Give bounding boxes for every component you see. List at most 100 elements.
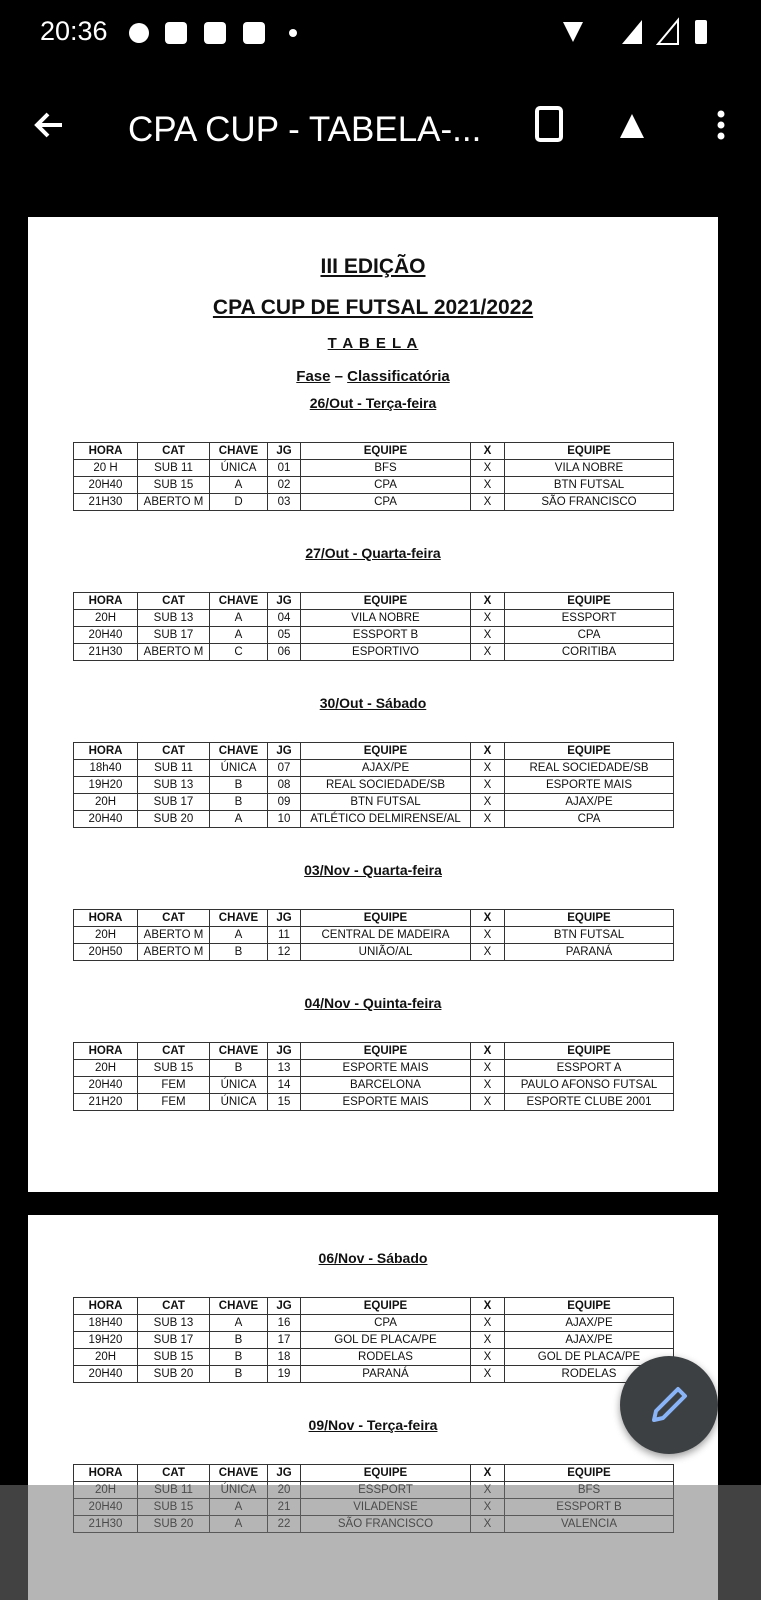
header-cell: EQUIPE bbox=[504, 442, 674, 460]
header-row: HORA CAT CHAVE JG EQUIPE X EQUIPE bbox=[73, 1042, 674, 1060]
match-row: 20 H SUB 11 ÚNICA 01 BFS X VILA NOBRE bbox=[73, 459, 674, 477]
header-row: HORA CAT CHAVE JG EQUIPE X EQUIPE bbox=[73, 742, 674, 760]
match-table: HORA CAT CHAVE JG EQUIPE X EQUIPE 20H SUB 15 B 13 E… bbox=[73, 1042, 674, 1111]
header-cell: JG bbox=[267, 909, 301, 927]
edition: III EDIÇÃO bbox=[320, 255, 426, 278]
cell: D bbox=[209, 493, 268, 511]
cell: AJAX/PE bbox=[504, 1331, 674, 1349]
cell: ESPORTE MAIS bbox=[504, 776, 674, 794]
cell: ESSPORT bbox=[504, 609, 674, 627]
cell: 12 bbox=[267, 943, 301, 961]
cell: 20H bbox=[73, 1348, 138, 1366]
cell: A bbox=[209, 476, 268, 494]
cell: AJAX/PE bbox=[300, 759, 471, 777]
header-cell: HORA bbox=[73, 592, 138, 610]
cell: X bbox=[470, 609, 505, 627]
doc-title: CPA CUP DE FUTSAL 2021/2022 bbox=[212, 296, 534, 319]
header-cell: HORA bbox=[73, 1297, 138, 1315]
cell: 19H20 bbox=[73, 1331, 138, 1349]
cell: X bbox=[470, 793, 505, 811]
menu-button[interactable] bbox=[717, 110, 725, 118]
cell: SUB 13 bbox=[137, 776, 210, 794]
cell: X bbox=[470, 926, 505, 944]
header-cell: CAT bbox=[137, 442, 210, 460]
cell: SUB 17 bbox=[137, 626, 210, 644]
header-cell: CHAVE bbox=[209, 1297, 268, 1315]
cell: 20H bbox=[73, 1059, 138, 1077]
header-cell: HORA bbox=[73, 1464, 138, 1482]
cell: CPA bbox=[504, 626, 674, 644]
pdf-page: III EDIÇÃO CPA CUP DE FUTSAL 2021/2022 T… bbox=[28, 217, 718, 1192]
header-cell: HORA bbox=[73, 909, 138, 927]
cell: 07 bbox=[267, 759, 301, 777]
cell: VILA NOBRE bbox=[300, 609, 471, 627]
cell: 06 bbox=[267, 643, 301, 661]
cell: 20H40 bbox=[73, 476, 138, 494]
cell: X bbox=[470, 626, 505, 644]
nav-bar bbox=[0, 1485, 761, 1600]
cell: BTN FUTSAL bbox=[504, 476, 674, 494]
app-bar: CPA CUP - TABELA-... bbox=[0, 80, 761, 180]
cell: ABERTO M bbox=[137, 943, 210, 961]
edit-button[interactable] bbox=[620, 1356, 718, 1454]
match-row: 20H40 SUB 17 A 05 ESSPORT B X CPA bbox=[73, 626, 674, 644]
cell: RODELAS bbox=[300, 1348, 471, 1366]
header-cell: EQUIPE bbox=[300, 592, 471, 610]
header-cell: JG bbox=[267, 742, 301, 760]
cell: PARANÁ bbox=[300, 1365, 471, 1383]
cell: B bbox=[209, 1059, 268, 1077]
header-cell: X bbox=[470, 442, 505, 460]
cell: 20H bbox=[73, 793, 138, 811]
header-cell: CAT bbox=[137, 1042, 210, 1060]
cell: 14 bbox=[267, 1076, 301, 1094]
cell: SUB 15 bbox=[137, 1348, 210, 1366]
cell: X bbox=[470, 643, 505, 661]
match-row: 18H40 SUB 13 A 16 CPA X AJAX/PE bbox=[73, 1314, 674, 1332]
app-bar-icons bbox=[34, 106, 725, 142]
header-cell: CHAVE bbox=[209, 1464, 268, 1482]
status-icons bbox=[129, 17, 707, 45]
cell: ESSPORT B bbox=[300, 626, 471, 644]
back-button[interactable] bbox=[34, 112, 62, 138]
cell: ABERTO M bbox=[137, 493, 210, 511]
cell: ÚNICA bbox=[209, 1076, 268, 1094]
cell: BFS bbox=[300, 459, 471, 477]
header-cell: EQUIPE bbox=[300, 1464, 471, 1482]
header-row: HORA CAT CHAVE JG EQUIPE X EQUIPE bbox=[73, 1464, 674, 1482]
cell: ÚNICA bbox=[209, 1093, 268, 1111]
cell: ATLÉTICO DELMIRENSE/AL bbox=[300, 810, 471, 828]
drive-button[interactable] bbox=[620, 114, 644, 138]
search-doc-button[interactable] bbox=[535, 106, 563, 142]
section-date: 06/Nov - Sábado bbox=[318, 1250, 428, 1266]
header-cell: EQUIPE bbox=[504, 592, 674, 610]
header-cell: CHAVE bbox=[209, 909, 268, 927]
cell: A bbox=[209, 1314, 268, 1332]
phase: Fase – Classificatória bbox=[28, 360, 718, 393]
phase-label: Fase bbox=[296, 368, 331, 385]
cell: 19H20 bbox=[73, 776, 138, 794]
cell: 17 bbox=[267, 1331, 301, 1349]
cell: REAL SOCIEDADE/SB bbox=[300, 776, 471, 794]
match-row: 20H50 ABERTO M B 12 UNIÃO/AL X PARANÁ bbox=[73, 943, 674, 961]
cell: 20H50 bbox=[73, 943, 138, 961]
header-cell: JG bbox=[267, 442, 301, 460]
cell: 20H40 bbox=[73, 810, 138, 828]
header-cell: EQUIPE bbox=[504, 742, 674, 760]
match-row: 20H SUB 15 B 18 RODELAS X GOL DE PLACA/PE bbox=[73, 1348, 674, 1366]
cell: SUB 15 bbox=[137, 476, 210, 494]
cell: ESSPORT A bbox=[504, 1059, 674, 1077]
header-cell: CAT bbox=[137, 742, 210, 760]
cell: 11 bbox=[267, 926, 301, 944]
cell: ABERTO M bbox=[137, 643, 210, 661]
header-row: HORA CAT CHAVE JG EQUIPE X EQUIPE bbox=[73, 1297, 674, 1315]
cell: ÚNICA bbox=[209, 459, 268, 477]
section-date: 04/Nov - Quinta-feira bbox=[304, 995, 442, 1011]
match-row: 20H40 SUB 15 A 02 CPA X BTN FUTSAL bbox=[73, 476, 674, 494]
section-date: 09/Nov - Terça-feira bbox=[308, 1417, 438, 1433]
match-table: HORA CAT CHAVE JG EQUIPE X EQUIPE 18H40 SUB 13 A 1… bbox=[73, 1297, 674, 1383]
cell: X bbox=[470, 1093, 505, 1111]
header-cell: HORA bbox=[73, 442, 138, 460]
header-cell: X bbox=[470, 909, 505, 927]
